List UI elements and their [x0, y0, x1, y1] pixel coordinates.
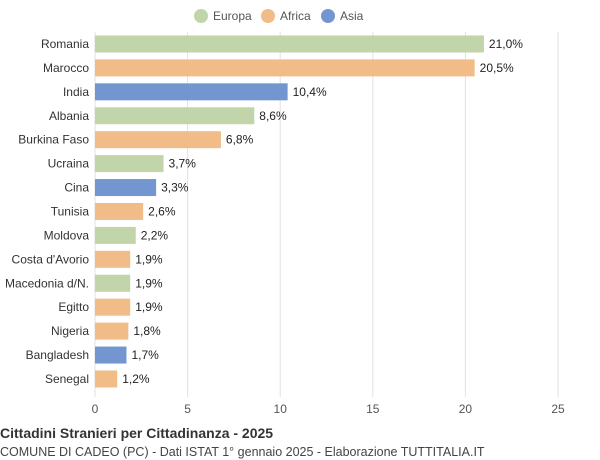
category-label: Egitto: [58, 300, 89, 314]
category-label: Ucraina: [48, 157, 90, 171]
bar: [95, 59, 475, 77]
category-label: Nigeria: [51, 324, 89, 338]
category-label: Marocco: [43, 61, 89, 75]
value-label: 3,3%: [161, 181, 189, 195]
value-label: 10,4%: [293, 85, 327, 99]
category-label: Burkina Faso: [18, 133, 89, 147]
category-label: Costa d'Avorio: [12, 252, 90, 266]
category-label: Romania: [41, 37, 89, 51]
value-label: 1,9%: [135, 300, 163, 314]
value-label: 20,5%: [480, 61, 514, 75]
category-label: India: [63, 85, 89, 99]
value-label: 3,7%: [169, 157, 197, 171]
x-tick-label: 15: [366, 402, 380, 416]
value-label: 8,6%: [259, 109, 287, 123]
value-label: 2,6%: [148, 204, 176, 218]
bar: [95, 250, 131, 268]
bar: [95, 322, 129, 340]
x-tick-label: 10: [274, 402, 288, 416]
value-label: 1,8%: [133, 324, 161, 338]
bar: [95, 202, 144, 220]
category-label: Senegal: [45, 372, 89, 386]
value-label: 2,2%: [141, 228, 169, 242]
bar: [95, 83, 288, 101]
x-tick-label: 20: [459, 402, 473, 416]
legend-label: Europa: [213, 9, 252, 23]
legend-swatch: [321, 9, 335, 23]
value-label: 6,8%: [226, 133, 254, 147]
bar: [95, 179, 157, 197]
bar: [95, 346, 127, 364]
bar: [95, 370, 118, 388]
bar: [95, 131, 221, 149]
legend-swatch: [261, 9, 275, 23]
category-label: Cina: [64, 181, 89, 195]
value-label: 21,0%: [489, 37, 523, 51]
value-label: 1,2%: [122, 372, 150, 386]
bar: [95, 107, 255, 125]
bar: [95, 298, 131, 316]
value-label: 1,9%: [135, 252, 163, 266]
chart-subtitle: COMUNE DI CADEO (PC) - Dati ISTAT 1° gen…: [0, 445, 485, 459]
bar-chart: 0 5 10 15 20 25 Romania 21,0% Marocco 20,5% India 1…: [5, 9, 565, 416]
x-tick-label: 0: [92, 402, 99, 416]
value-label: 1,9%: [135, 276, 163, 290]
category-label: Bangladesh: [26, 348, 89, 362]
legend-label: Asia: [340, 9, 364, 23]
bar: [95, 274, 131, 292]
legend-swatch: [194, 9, 208, 23]
bar: [95, 226, 136, 244]
value-label: 1,7%: [131, 348, 159, 362]
category-label: Moldova: [44, 228, 90, 242]
x-tick-label: 5: [184, 402, 191, 416]
category-label: Macedonia d/N.: [5, 276, 89, 290]
category-label: Albania: [49, 109, 89, 123]
x-tick-label: 25: [551, 402, 565, 416]
bar: [95, 155, 164, 173]
legend-label: Africa: [280, 9, 311, 23]
category-label: Tunisia: [51, 204, 90, 218]
chart-title: Cittadini Stranieri per Cittadinanza - 2…: [0, 425, 274, 441]
bar: [95, 35, 484, 53]
